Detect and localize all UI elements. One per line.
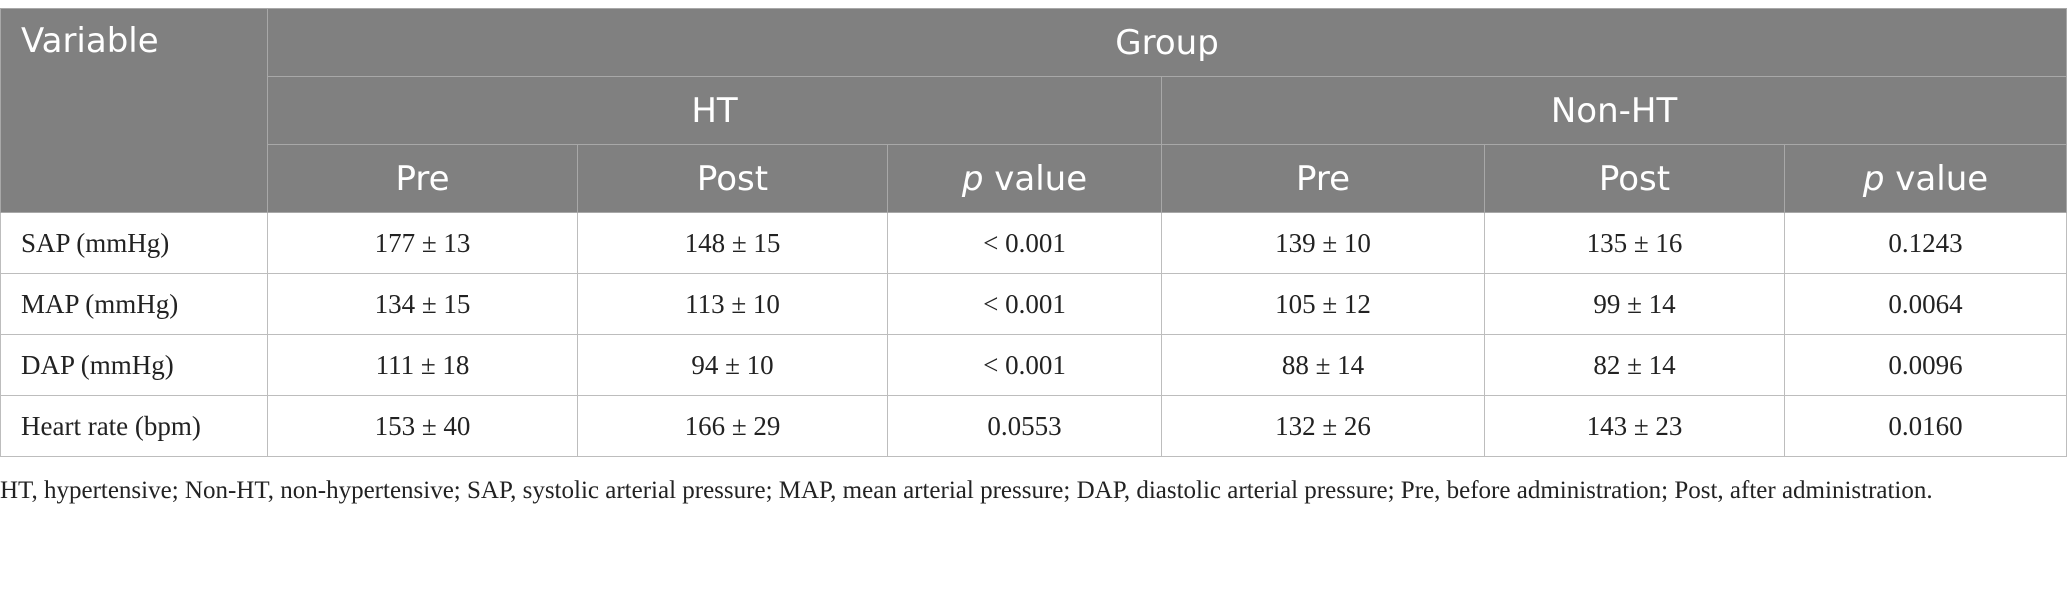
header-row-group: Variable Group xyxy=(0,8,2067,213)
row-label: DAP (mmHg) xyxy=(0,334,268,396)
table-cell: 139 ± 10 xyxy=(1161,212,1485,274)
table-cell: 0.0064 xyxy=(1783,273,2067,335)
table-cell: 166 ± 29 xyxy=(577,395,888,457)
table-cell: < 0.001 xyxy=(887,273,1162,335)
table-cell: 94 ± 10 xyxy=(577,334,888,396)
table-cell: 82 ± 14 xyxy=(1484,334,1785,396)
table-cell: 134 ± 15 xyxy=(267,273,578,335)
table-row: MAP (mmHg) 134 ± 15 113 ± 10 < 0.001 105… xyxy=(0,273,2067,335)
p-value-label: value xyxy=(1884,158,1989,199)
row-label: MAP (mmHg) xyxy=(0,273,268,335)
table-row: DAP (mmHg) 111 ± 18 94 ± 10 < 0.001 88 ±… xyxy=(0,334,2067,396)
table-cell: 99 ± 14 xyxy=(1484,273,1785,335)
table-cell: 0.0553 xyxy=(887,395,1162,457)
table-cell: < 0.001 xyxy=(887,334,1162,396)
table-cell: 177 ± 13 xyxy=(267,212,578,274)
non-ht-p-value-header: p value xyxy=(1783,144,2067,213)
ht-p-value-header: p value xyxy=(887,144,1162,213)
header-row-columns: Pre Post p value Pre Post p value xyxy=(1,144,2067,213)
table-cell: 0.0160 xyxy=(1783,395,2067,457)
ht-pre-header: Pre xyxy=(267,144,578,213)
non-ht-group-header: Non-HT xyxy=(1160,76,2067,145)
row-label: Heart rate (bpm) xyxy=(0,395,268,457)
ht-group-header: HT xyxy=(267,76,1162,145)
ht-post-header: Post xyxy=(577,144,888,213)
table-cell: 113 ± 10 xyxy=(577,273,888,335)
variable-header: Variable xyxy=(0,8,268,213)
table-cell: 105 ± 12 xyxy=(1161,273,1485,335)
non-ht-post-header: Post xyxy=(1484,144,1785,213)
p-italic-label: p xyxy=(961,158,984,199)
table-cell: 143 ± 23 xyxy=(1484,395,1785,457)
table-cell: < 0.001 xyxy=(887,212,1162,274)
header-row-subgroups: HT Non-HT xyxy=(1,76,2067,145)
table-row: Heart rate (bpm) 153 ± 40 166 ± 29 0.055… xyxy=(0,395,2067,457)
table-cell: 148 ± 15 xyxy=(577,212,888,274)
table-cell: 111 ± 18 xyxy=(267,334,578,396)
row-label: SAP (mmHg) xyxy=(0,212,268,274)
table-cell: 0.0096 xyxy=(1783,334,2067,396)
table-row: SAP (mmHg) 177 ± 13 148 ± 15 < 0.001 139… xyxy=(0,212,2067,274)
table-header: Variable Group HT Non-HT Pre Post p valu… xyxy=(0,8,2067,213)
table-cell: 135 ± 16 xyxy=(1484,212,1785,274)
p-value-label: value xyxy=(983,158,1088,199)
table-footnote: HT, hypertensive; Non-HT, non-hypertensi… xyxy=(0,477,1933,504)
table-body: SAP (mmHg) 177 ± 13 148 ± 15 < 0.001 139… xyxy=(0,212,2067,457)
p-italic-label: p xyxy=(1862,158,1885,199)
table-cell: 153 ± 40 xyxy=(267,395,578,457)
table-cell: 132 ± 26 xyxy=(1161,395,1485,457)
non-ht-pre-header: Pre xyxy=(1161,144,1485,213)
table-cell: 88 ± 14 xyxy=(1161,334,1485,396)
table-cell: 0.1243 xyxy=(1783,212,2067,274)
data-table-container: Variable Group HT Non-HT Pre Post p valu… xyxy=(0,8,2067,457)
group-header: Group xyxy=(266,8,2067,77)
data-table: Variable Group HT Non-HT Pre Post p valu… xyxy=(0,8,2067,457)
